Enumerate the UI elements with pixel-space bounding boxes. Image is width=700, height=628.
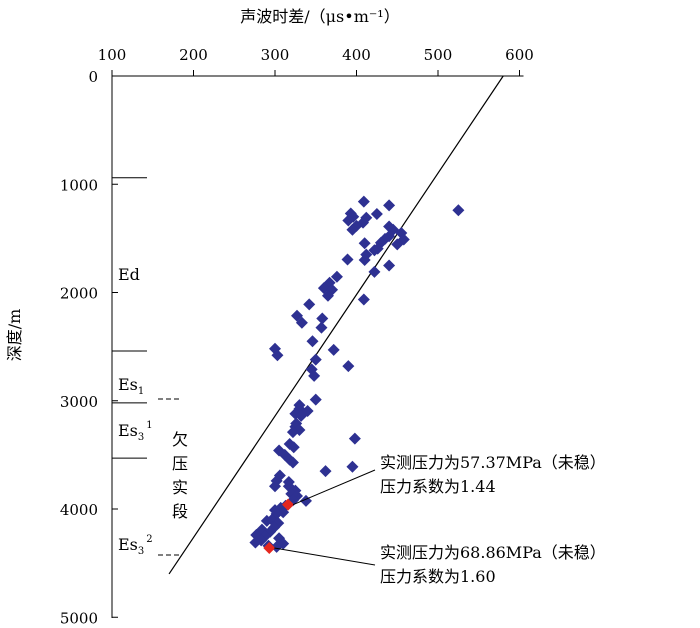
data-point [321,289,334,302]
data-point [308,369,321,382]
data-point [383,259,396,272]
x-tick-label: 500 [424,46,453,64]
zone-label-char: 欠 [172,430,188,449]
y-tick-label: 1000 [60,176,98,194]
data-point [269,480,281,493]
data-point [309,393,322,406]
annotation-text: 压力系数为1.60 [380,567,496,586]
formation-label: Ed [118,265,140,284]
data-point [370,208,383,221]
x-axis: 100 200 300 400 500 600 [98,46,534,77]
data-point [315,321,328,334]
annotations: 实测压力为57.37MPa（未稳） 压力系数为1.44 实测压力为68.86MPa（… [274,453,606,586]
data-point [391,238,404,251]
data-point [368,244,381,257]
x-tick-label: 100 [98,46,127,64]
y-tick-label: 3000 [60,393,98,411]
data-point [346,223,359,236]
data-point [255,534,268,547]
data-point [271,349,284,362]
annotation-leader [274,547,376,566]
data-point [270,540,283,553]
data-point [358,237,371,250]
formation-label: Es32 [118,534,153,557]
x-axis-title: 声波时差/（μs•m⁻¹） [240,7,399,26]
formation-label: Es1 [118,375,144,397]
data-point [295,316,308,329]
data-point [316,312,329,325]
data-point [452,204,465,217]
y-tick-label: 2000 [60,285,98,303]
highlighted-point [282,498,295,511]
highlighted-point [263,541,276,554]
x-tick-label: 600 [505,46,534,64]
data-point [383,199,396,212]
annotation-text: 实测压力为57.37MPa（未稳） [380,453,606,472]
data-point [295,409,308,422]
data-point [342,360,355,373]
data-point [358,254,371,267]
trend-line-group [168,75,504,575]
data-point [346,460,359,473]
y-tick-label: 4000 [60,501,98,519]
trend-line [168,75,504,575]
zone-label-char: 段 [172,502,188,521]
data-point [357,195,370,208]
data-point [330,270,343,283]
y-axis-title: 深度/m [5,309,24,362]
data-point [309,353,322,366]
data-point [286,426,299,439]
zone-label-char: 实 [172,478,188,497]
zone-label-char: 压 [172,454,188,473]
y-tick-label: 5000 [60,609,98,627]
annotation-text: 实测压力为68.86MPa（未稳） [380,543,606,562]
highlighted-points [263,498,295,554]
annotation-text: 压力系数为1.44 [380,477,496,496]
data-point [327,343,340,356]
data-point [348,432,361,445]
data-point [341,253,354,266]
data-point [342,214,355,227]
data-point [319,465,332,478]
annotation-leader [292,469,376,506]
x-tick-label: 300 [261,46,290,64]
data-point [303,298,316,311]
data-point [249,536,262,549]
x-tick-label: 200 [179,46,208,64]
data-point [287,441,300,454]
data-point [368,265,381,278]
data-point [306,335,319,348]
y-axis: 0 1000 2000 3000 4000 5000 [60,68,118,627]
y-tick-label: 0 [88,68,98,86]
data-point [286,456,299,469]
data-point [357,293,370,306]
x-tick-label: 400 [342,46,371,64]
data-point [260,514,273,527]
data-points [249,195,465,553]
formation-label: Es31 [118,420,153,443]
